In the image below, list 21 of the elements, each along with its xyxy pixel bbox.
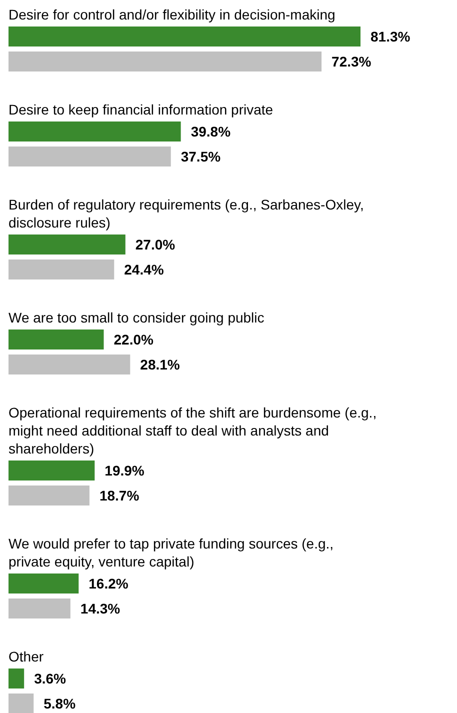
y-tick-label: We would prefer to tap private funding sources (e.g., private equity, venture capital) xyxy=(8,536,334,570)
data-label: 72.3% xyxy=(332,54,372,70)
data-label: 27.0% xyxy=(135,236,176,252)
data-label: 19.9% xyxy=(104,462,145,478)
y-tick-label: Other xyxy=(8,648,44,664)
y-tick-label: Operational requirements of the shift are burdensome (e.g., might need additional staff to deal with analysts and shareholders) xyxy=(8,404,377,456)
data-label: 39.8% xyxy=(190,124,232,140)
data-label: 24.4% xyxy=(124,262,164,278)
y-tick-label: Burden of regulatory requirements (e.g., Sarbanes-Oxley, disclosure rules) xyxy=(8,196,364,230)
data-label: 3.6% xyxy=(34,670,67,686)
data-label: 28.1% xyxy=(140,356,180,372)
y-tick-label: Desire to keep financial information private xyxy=(8,102,274,118)
data-label: 5.8% xyxy=(44,696,76,712)
data-label: 22.0% xyxy=(114,332,154,348)
data-label: 37.5% xyxy=(180,148,222,164)
data-label: 81.3% xyxy=(370,28,411,44)
y-tick-label: We are too small to consider going public xyxy=(8,310,264,326)
data-label: 14.3% xyxy=(80,600,121,616)
data-label: 18.7% xyxy=(99,488,140,504)
data-label: 16.2% xyxy=(88,576,129,592)
y-tick-label: Desire for control and/or flexibility in decision-making xyxy=(8,6,336,22)
